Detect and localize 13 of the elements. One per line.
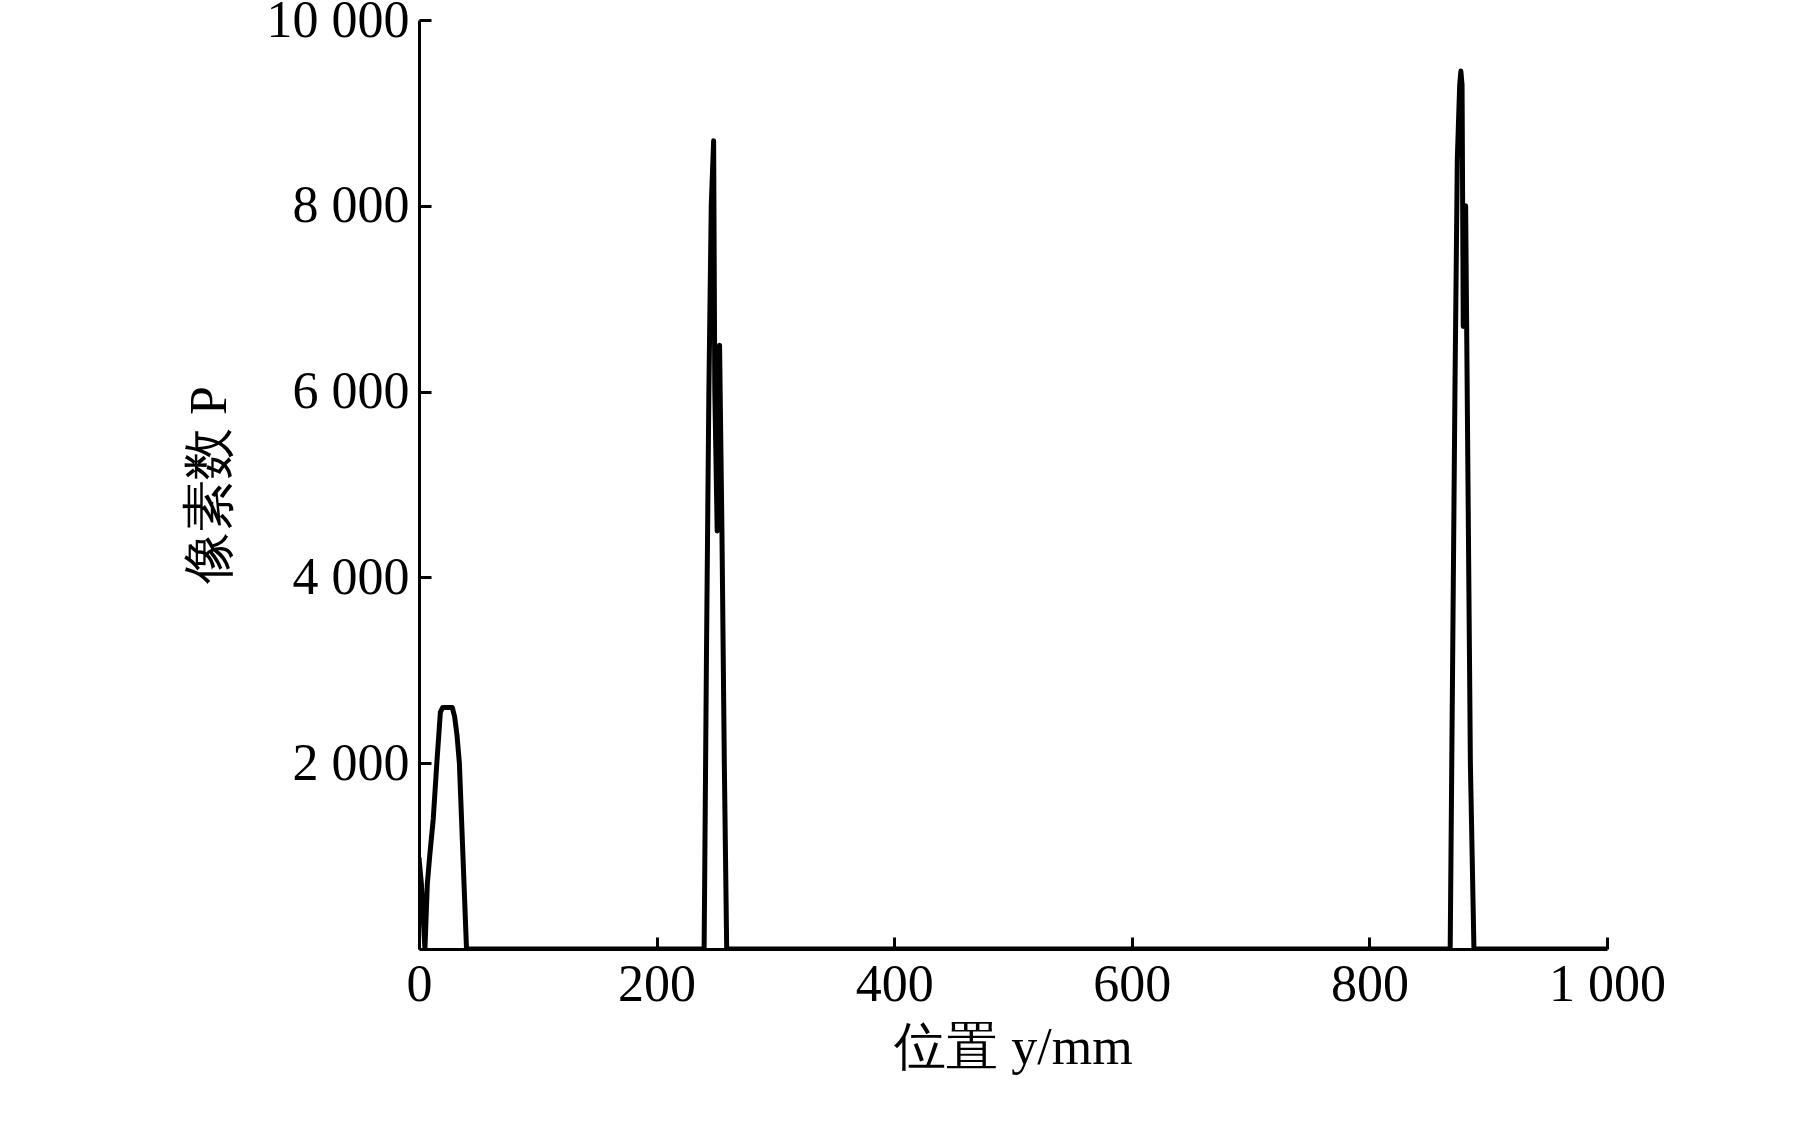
y-tick-label: 6 000 bbox=[292, 362, 410, 420]
x-axis-title: 位置 y/mm bbox=[894, 1017, 1133, 1075]
x-tick-label: 600 bbox=[1093, 954, 1172, 1012]
y-axis-title: 像素数 P bbox=[179, 386, 237, 584]
y-tick-label: 8 000 bbox=[292, 176, 410, 234]
y-tick-label: 4 000 bbox=[292, 547, 410, 605]
x-tick-label: 200 bbox=[618, 954, 697, 1012]
y-tick-label: 10 000 bbox=[266, 0, 410, 48]
y-tick-label: 2 000 bbox=[292, 733, 410, 791]
x-tick-label: 800 bbox=[1330, 954, 1409, 1012]
x-tick-label: 1 000 bbox=[1549, 954, 1666, 1012]
x-tick-label: 0 bbox=[406, 954, 433, 1012]
x-tick-label: 400 bbox=[855, 954, 934, 1012]
